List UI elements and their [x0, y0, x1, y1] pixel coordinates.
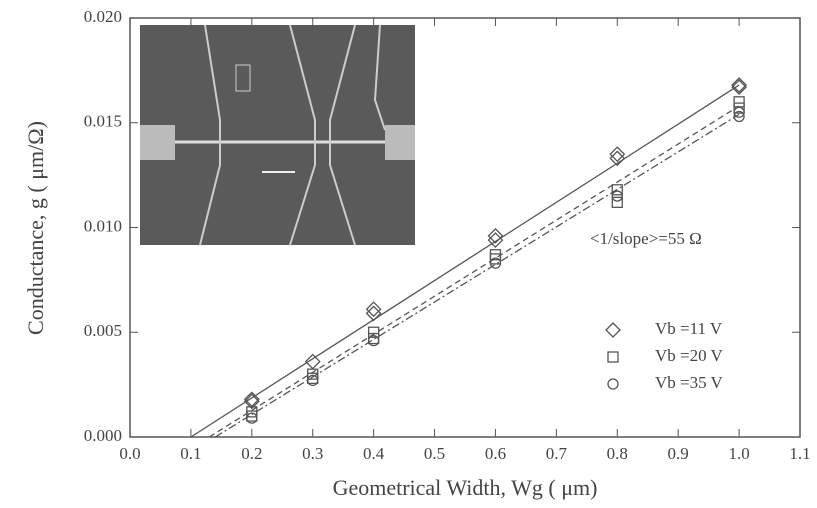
- legend-label: Vb =20 V: [655, 346, 724, 365]
- diamond-marker: [731, 77, 748, 93]
- x-axis-label: Geometrical Width, Wg ( μm): [333, 475, 598, 500]
- diamond-marker: [365, 301, 382, 318]
- fit-line: [190, 84, 740, 438]
- circle-marker: [246, 412, 258, 424]
- diamond-marker: [609, 146, 626, 163]
- x-tick-label: 0.0: [119, 444, 140, 463]
- annotation: <1/slope>=55 Ω: [590, 229, 702, 248]
- square-marker: [733, 96, 745, 108]
- y-axis-label: Conductance, g ( μm/Ω): [23, 121, 48, 335]
- inset-pad: [140, 125, 175, 160]
- square-marker: [607, 351, 619, 363]
- diamond-marker: [487, 227, 504, 244]
- y-tick-label: 0.020: [84, 7, 122, 26]
- y-tick-label: 0.015: [84, 112, 122, 131]
- circle-marker: [611, 190, 623, 202]
- circle-marker: [367, 334, 380, 347]
- inset-background: [140, 25, 415, 245]
- fit-line: [208, 105, 740, 438]
- square-marker: [611, 184, 623, 196]
- y-tick-label: 0.000: [84, 426, 122, 445]
- circle-marker: [733, 106, 745, 118]
- diamond-marker: [609, 150, 626, 167]
- diamond-marker: [365, 305, 382, 322]
- x-tick-label: 0.5: [424, 444, 445, 463]
- circle-marker: [607, 378, 619, 390]
- y-tick-label: 0.010: [84, 216, 122, 235]
- diamond-marker: [243, 393, 260, 410]
- x-tick-label: 0.1: [180, 444, 201, 463]
- x-tick-label: 0.8: [607, 444, 628, 463]
- diamond-marker: [605, 322, 621, 338]
- x-tick-label: 1.1: [789, 444, 810, 463]
- inset-pad: [385, 125, 415, 160]
- x-tick-label: 0.2: [241, 444, 262, 463]
- diamond-marker: [731, 79, 748, 96]
- circle-marker: [307, 374, 319, 387]
- x-tick-label: 1.0: [728, 444, 749, 463]
- x-tick-label: 0.9: [668, 444, 689, 463]
- y-tick-label: 0.005: [84, 321, 122, 340]
- square-marker: [733, 102, 745, 114]
- circle-marker: [733, 110, 745, 123]
- legend-label: Vb =35 V: [655, 373, 724, 392]
- square-marker: [489, 253, 502, 265]
- square-marker: [611, 196, 623, 209]
- inset-gates: [199, 24, 386, 246]
- inset-marker: [235, 64, 251, 92]
- diamond-marker: [487, 232, 504, 248]
- x-tick-label: 0.6: [485, 444, 506, 463]
- square-marker: [367, 326, 380, 338]
- x-tick-label: 0.4: [363, 444, 385, 463]
- legend-label: Vb =11 V: [655, 319, 723, 338]
- inset-micrograph: [140, 24, 415, 246]
- x-tick-label: 0.7: [546, 444, 568, 463]
- fit-line: [214, 113, 740, 438]
- circle-marker: [489, 257, 502, 269]
- x-tick-label: 0.3: [302, 444, 323, 463]
